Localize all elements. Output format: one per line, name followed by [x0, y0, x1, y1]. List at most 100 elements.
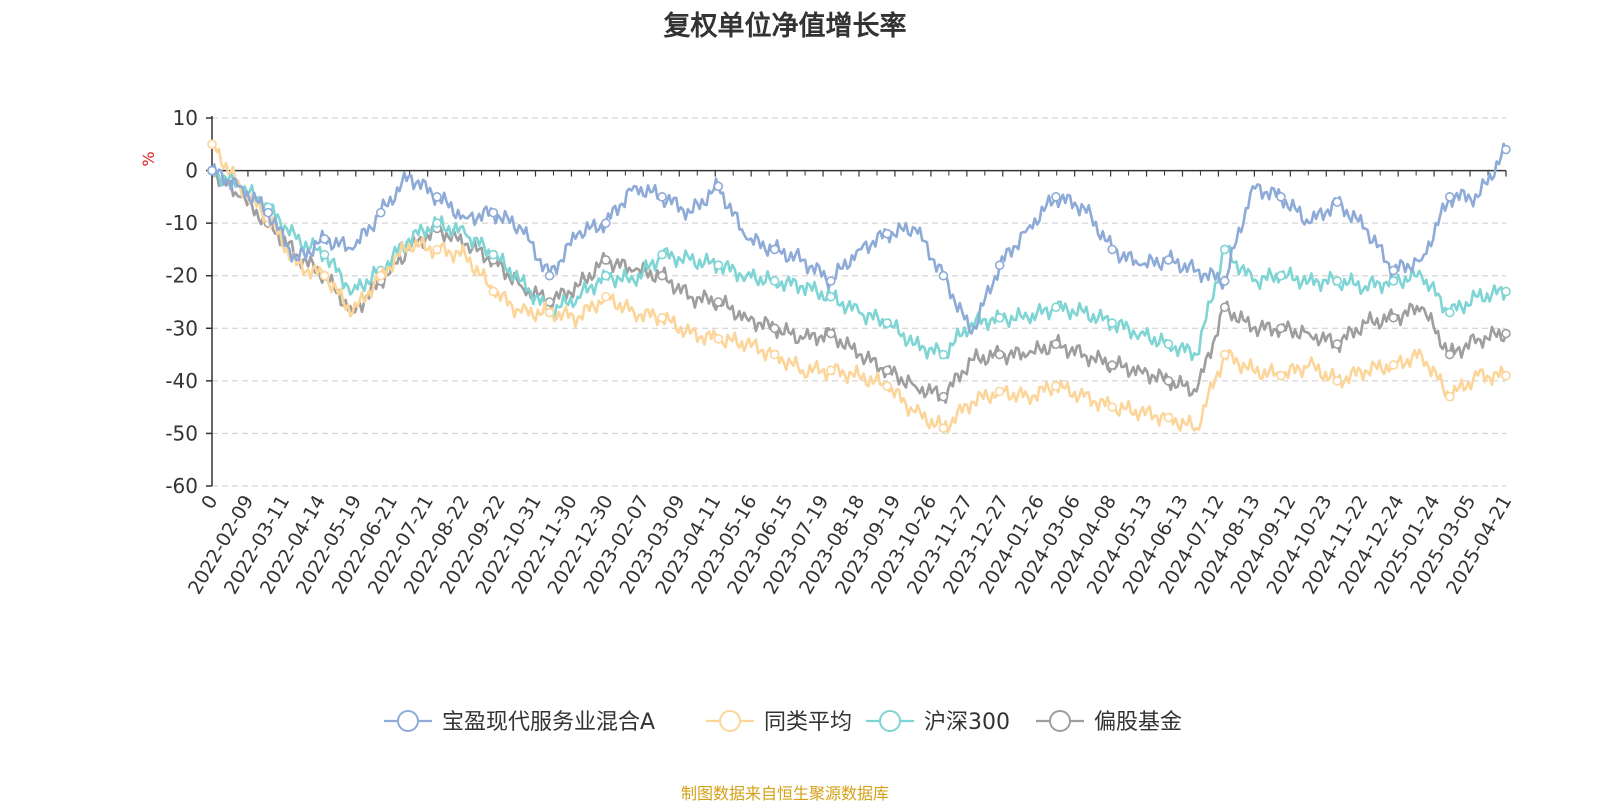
series-point [1332, 376, 1343, 386]
series-point [601, 218, 611, 228]
legend-label: 偏股基金 [1094, 710, 1182, 735]
series-point [1163, 339, 1174, 349]
series-point [1107, 402, 1117, 412]
series-point [319, 234, 330, 244]
series-point [826, 276, 836, 286]
series-point [657, 312, 667, 323]
series-point [826, 365, 836, 376]
series-point [432, 192, 442, 202]
series-point [713, 297, 724, 307]
legend-label: 沪深300 [924, 710, 1010, 735]
series-point [657, 249, 667, 260]
y-tick-label: -20 [165, 264, 198, 288]
series-point [1107, 360, 1117, 370]
legend-marker [719, 710, 741, 732]
series-point [319, 270, 330, 281]
series-point [1501, 370, 1511, 381]
legend-marker [1049, 710, 1071, 732]
series-point [1444, 349, 1455, 360]
x-tick-label: 0 [197, 492, 222, 513]
series-point [544, 307, 555, 318]
series-point [938, 391, 949, 402]
series-point [544, 270, 555, 281]
y-tick-label: -50 [165, 421, 198, 445]
y-tick-label: -40 [165, 369, 198, 393]
series-point [488, 286, 499, 297]
series-point [657, 270, 667, 281]
series-point [375, 270, 386, 281]
series-point [769, 349, 780, 360]
legend-marker [879, 710, 901, 732]
legend-label: 宝盈现代服务业混合A [442, 710, 655, 735]
series-point [769, 323, 780, 334]
series-point [1219, 244, 1230, 255]
series-point [657, 192, 667, 202]
legend-label: 同类平均 [764, 710, 852, 735]
series-point [1051, 302, 1061, 313]
series-point [1163, 255, 1174, 265]
series-point [1219, 276, 1230, 286]
series-point [994, 312, 1005, 323]
y-tick-label: 0 [185, 159, 198, 183]
series-point [826, 328, 836, 339]
x-axis: 02022-02-092022-03-112022-04-142022-05-1… [184, 169, 1516, 598]
series-point [1276, 323, 1286, 334]
y-tick-label: -60 [165, 474, 198, 498]
series-point [1276, 370, 1286, 381]
series-point [1276, 192, 1286, 202]
series-point [994, 260, 1005, 271]
series-point [432, 244, 442, 255]
chart-title: 复权单位净值增长率 [663, 11, 907, 42]
series-point [601, 255, 611, 265]
y-axis-unit: % [139, 151, 158, 166]
source-note: 制图数据来自恒生聚源数据库 [680, 784, 889, 803]
series-point [1444, 307, 1455, 318]
series-point [1332, 276, 1343, 286]
series-point [1388, 312, 1399, 323]
legend: 宝盈现代服务业混合A 同类平均 沪深300 偏股基金 [384, 710, 1182, 735]
series-point [432, 218, 442, 228]
series-point [1332, 197, 1343, 207]
line-chart: 10 0 -10 -20 -30 -40 -50 -60 02022-02-092022-03… [139, 106, 1516, 735]
series-point [1332, 339, 1343, 349]
series-point [1388, 360, 1399, 370]
series-point [882, 365, 892, 376]
series-point [882, 318, 892, 328]
series-point [938, 270, 949, 281]
series-point [994, 386, 1005, 397]
series-point [1444, 192, 1455, 202]
series-point [769, 244, 780, 255]
series-point [488, 207, 499, 218]
series-point [1444, 391, 1455, 402]
series-point [938, 349, 949, 360]
series-point [1219, 349, 1230, 360]
series-point [882, 381, 892, 391]
series-point [713, 260, 724, 271]
series-point [1051, 381, 1061, 391]
series-point [263, 207, 274, 218]
series-point [1388, 265, 1399, 276]
legend-marker [397, 710, 419, 732]
series-point [207, 139, 217, 150]
series-line [210, 169, 1508, 362]
series-point [601, 291, 611, 302]
series-point [769, 276, 780, 286]
series-point [882, 228, 892, 239]
series-point [994, 349, 1005, 360]
y-tick-label: 10 [173, 106, 198, 130]
series-point [1107, 244, 1117, 255]
series-line [210, 170, 1508, 404]
series-point [1501, 328, 1511, 339]
series-point [1219, 302, 1230, 313]
y-axis: 10 0 -10 -20 -30 -40 -50 -60 [165, 106, 213, 498]
series-point [544, 297, 555, 307]
series-point [375, 207, 386, 218]
series-line [211, 143, 1507, 434]
series-point [1163, 412, 1174, 423]
series-point [207, 165, 217, 176]
series-point [1501, 286, 1511, 297]
grid-lines [212, 117, 1506, 487]
series-point [826, 291, 836, 302]
series-layer [207, 139, 1511, 434]
series-point [1051, 192, 1061, 202]
